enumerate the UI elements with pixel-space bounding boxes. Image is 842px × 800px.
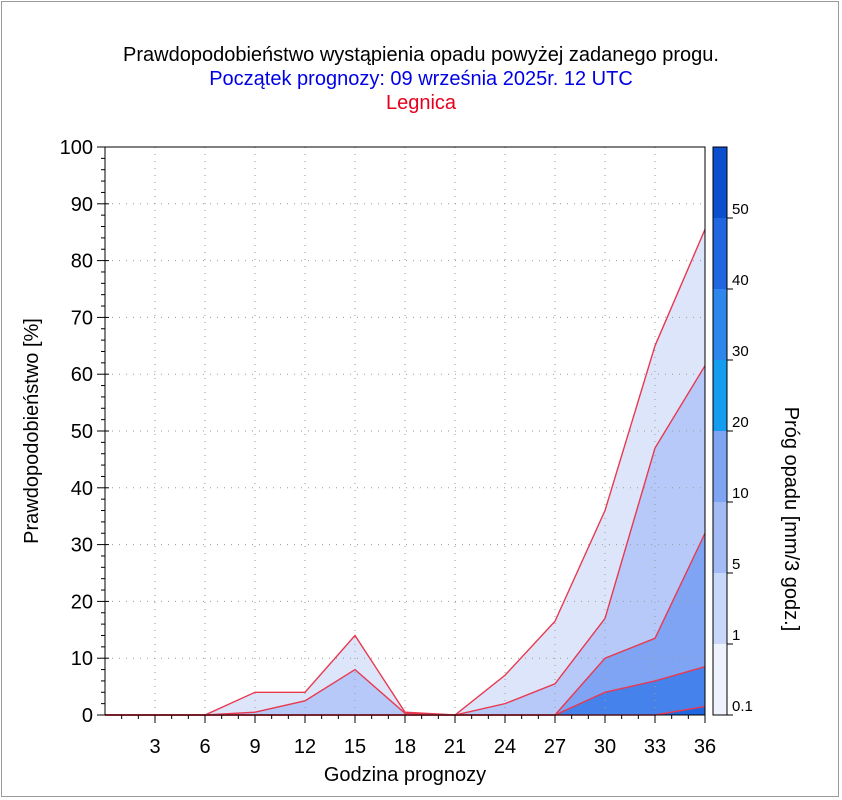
y-tick-label: 0 (82, 705, 93, 727)
chart-subtitle: Początek prognozy: 09 września 2025r. 12… (209, 68, 633, 90)
x-tick-label: 18 (394, 736, 416, 758)
colorbar-segment (713, 502, 727, 573)
y-tick-label: 70 (71, 307, 93, 329)
x-tick-label: 24 (494, 736, 516, 758)
y-tick-label: 30 (71, 535, 93, 557)
y-tick-label: 20 (71, 591, 93, 613)
area-series-10 (105, 666, 705, 715)
x-tick-label: 36 (694, 736, 716, 758)
x-tick-label: 12 (294, 736, 316, 758)
y-axis-label: Prawdopodobieństwo [%] (21, 318, 43, 544)
x-tick-label: 15 (344, 736, 366, 758)
chart-title: Prawdopodobieństwo wystąpienia opadu pow… (123, 44, 719, 66)
y-tick-label: 60 (71, 364, 93, 386)
area-layer (105, 229, 705, 716)
colorbar-tick-label: 5 (732, 556, 740, 573)
x-tick-label: 3 (149, 736, 160, 758)
colorbar-label: Próg opadu [mm/3 godz.] (780, 407, 802, 632)
y-tick-label: 40 (71, 478, 93, 500)
colorbar-segment (713, 218, 727, 289)
x-tick-label: 6 (199, 736, 210, 758)
x-tick-label: 9 (249, 736, 260, 758)
colorbar-tick-label: 20 (732, 414, 749, 431)
y-tick-label: 90 (71, 194, 93, 216)
y-tick-label: 50 (71, 421, 93, 443)
x-axis-label: Godzina prognozy (324, 764, 486, 786)
y-tick-label: 80 (71, 251, 93, 273)
colorbar-segment (713, 573, 727, 644)
x-tick-label: 21 (444, 736, 466, 758)
colorbar: 0.1 1 5 10 20 30 40 50 (712, 146, 753, 716)
colorbar-tick-label: 40 (732, 272, 749, 289)
y-tick-label: 10 (71, 648, 93, 670)
colorbar-segment (713, 360, 727, 431)
y-tick-label: 100 (60, 137, 93, 159)
colorbar-tick-label: 1 (732, 627, 740, 644)
colorbar-tick-label: 0.1 (732, 698, 753, 715)
location-label: Legnica (385, 92, 457, 114)
colorbar-segment (713, 147, 727, 218)
colorbar-tick-label: 30 (732, 343, 749, 360)
x-tick-label: 27 (544, 736, 566, 758)
colorbar-segment (713, 644, 727, 715)
colorbar-tick-label: 50 (732, 201, 749, 218)
colorbar-segment (713, 431, 727, 502)
x-tick-label: 30 (594, 736, 616, 758)
x-tick-label: 33 (644, 736, 666, 758)
colorbar-segment (713, 289, 727, 360)
colorbar-tick-label: 10 (732, 485, 749, 502)
